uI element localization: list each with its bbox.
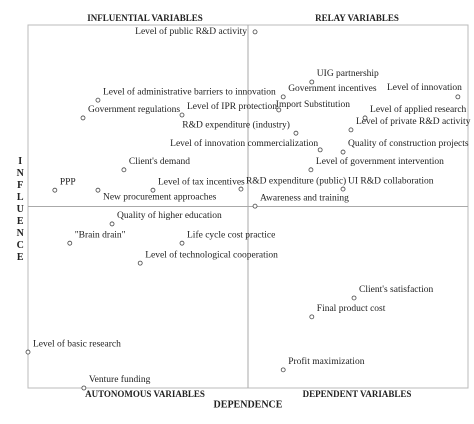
- point: [95, 187, 101, 193]
- point-label: Import Substitution: [276, 100, 350, 110]
- x-axis-label: DEPENDENCE: [214, 399, 283, 410]
- point: [317, 147, 323, 153]
- point: [362, 115, 368, 121]
- point-label: Level of administrative barriers to inno…: [103, 86, 276, 97]
- point: [238, 186, 244, 192]
- point: [109, 221, 115, 227]
- point-label: Level of innovation: [387, 82, 462, 93]
- point: [179, 112, 185, 118]
- point-label: Venture funding: [89, 374, 151, 385]
- point-label: Level of private R&D activity: [356, 116, 471, 127]
- point-label: R&D expenditure (industry): [182, 119, 290, 130]
- point: [25, 349, 31, 355]
- point: [293, 130, 299, 136]
- point-label: Level of technological cooperation: [145, 249, 278, 260]
- point: [179, 240, 185, 246]
- point-label: Quality of construction projects: [348, 138, 469, 149]
- point: [309, 79, 315, 85]
- y-axis-label: INFLUENCE: [15, 156, 26, 264]
- point-label: Quality of higher education: [117, 210, 222, 221]
- point: [351, 295, 357, 301]
- point: [95, 97, 101, 103]
- point: [81, 385, 87, 391]
- point-label: Client's demand: [129, 157, 190, 167]
- point-label: Level of government intervention: [316, 156, 444, 167]
- point-label: Level of public R&D activity: [135, 26, 247, 37]
- point: [252, 203, 258, 209]
- point: [455, 94, 461, 100]
- point-label: Level of applied research: [370, 104, 467, 115]
- point-label: UI R&D collaboration: [348, 176, 434, 186]
- point-label: Awareness and training: [260, 193, 349, 203]
- point-label: PPP: [60, 177, 76, 187]
- point: [252, 29, 258, 35]
- point: [308, 167, 314, 173]
- point: [280, 367, 286, 373]
- point-label: New procurement approaches: [103, 192, 217, 202]
- quadrant-label: INFLUENTIAL VARIABLES: [87, 13, 202, 23]
- point: [121, 167, 127, 173]
- point-label: UIG partnership: [317, 69, 379, 79]
- quadrant-label: AUTONOMOUS VARIABLES: [85, 389, 205, 399]
- point: [309, 314, 315, 320]
- point-label: Level of innovation commercialization: [170, 138, 318, 149]
- point-label: Profit maximization: [288, 356, 365, 367]
- point: [150, 187, 156, 193]
- point-label: R&D expenditure (public): [246, 175, 346, 186]
- point-label: Client's satisfaction: [359, 284, 434, 295]
- point: [276, 107, 282, 113]
- quadrant-label: DEPENDENT VARIABLES: [303, 389, 412, 399]
- point-label: Government regulations: [88, 105, 180, 115]
- point: [280, 94, 286, 100]
- point: [137, 260, 143, 266]
- point-label: Government incentives: [288, 84, 377, 94]
- point: [52, 187, 58, 193]
- point: [80, 115, 86, 121]
- point-label: "Brain drain": [75, 230, 126, 240]
- point-label: Final product cost: [317, 304, 386, 314]
- point-label: Level of tax incentives: [158, 176, 245, 187]
- point: [67, 240, 73, 246]
- point-label: Life cycle cost practice: [187, 229, 275, 240]
- point-label: Level of basic research: [33, 338, 121, 349]
- quadrant-label: RELAY VARIABLES: [315, 13, 399, 23]
- point: [340, 186, 346, 192]
- point-label: Level of IPR protection: [187, 101, 277, 112]
- point: [340, 149, 346, 155]
- point: [348, 127, 354, 133]
